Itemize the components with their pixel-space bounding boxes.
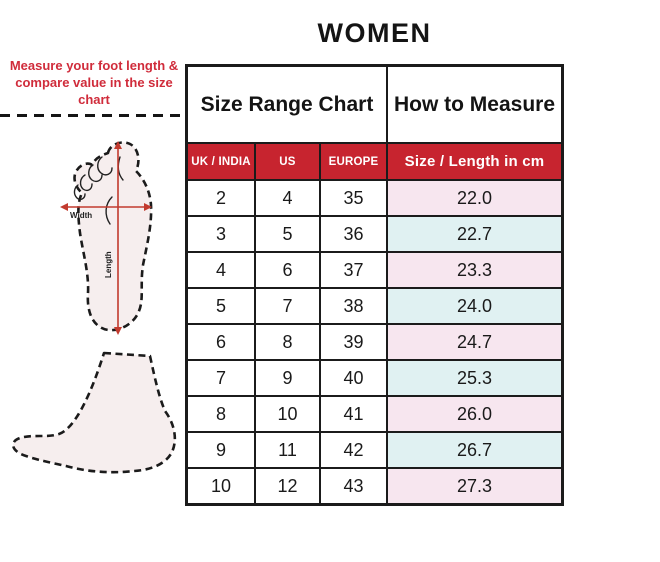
table-cell: 40 [319,361,386,395]
foot-side-illustration [11,351,177,474]
table-row: 2 4 35 22.0 [188,179,561,215]
table-cell: 10 [188,469,254,503]
table-cell: 26.7 [386,433,561,467]
table-cell: 10 [254,397,319,431]
width-label: Width [70,211,92,220]
length-arrowhead-bottom [114,327,122,335]
table-row: 8 10 41 26.0 [188,395,561,431]
width-arrowhead-right [144,203,152,211]
table-cell: 9 [188,433,254,467]
table-cell: 8 [254,325,319,359]
table-cell: 11 [254,433,319,467]
measure-instruction-text: Measure your foot length & compare value… [9,58,179,107]
table-cell: 22.7 [386,217,561,251]
column-header-europe: EUROPE [319,144,386,179]
toe-curl [97,156,113,176]
column-header-uk-india: UK / INDIA [191,155,251,168]
table-cell: 24.0 [386,289,561,323]
column-header-us: US [254,144,319,179]
size-chart-table: Size Range Chart How to Measure UK / IND… [185,64,564,506]
table-cell: 6 [254,253,319,287]
table-row: 10 12 43 27.3 [188,467,561,503]
table-cell: 36 [319,217,386,251]
toe-curl [73,184,86,201]
table-cell: 4 [188,253,254,287]
table-row: 6 8 39 24.7 [188,323,561,359]
table-cell: 27.3 [386,469,561,503]
table-cell: 5 [254,217,319,251]
table-row: 7 9 40 25.3 [188,359,561,395]
table-body: 2 4 35 22.0 3 5 36 22.7 4 6 37 23.3 5 7 38 24.0 6 8 39 24.7… [188,179,561,503]
table-cell: 4 [254,181,319,215]
table-cell: 12 [254,469,319,503]
table-cell: 2 [188,181,254,215]
toe-curl [88,164,103,183]
table-cell: 9 [254,361,319,395]
length-arrowhead-top [114,141,122,149]
table-cell: 22.0 [386,181,561,215]
foot-side-outline [11,351,177,474]
table-cell: 3 [188,217,254,251]
size-range-chart-header: Size Range Chart [188,67,386,142]
table-cell: 6 [188,325,254,359]
table-group-header-row: Size Range Chart How to Measure [188,67,561,142]
table-cell: 39 [319,325,386,359]
table-cell: 37 [319,253,386,287]
column-header-size-length: Size / Length in cm [386,144,561,179]
table-row: 9 11 42 26.7 [188,431,561,467]
table-row: 5 7 38 24.0 [188,287,561,323]
table-cell: 26.0 [386,397,561,431]
table-cell: 7 [254,289,319,323]
table-cell: 8 [188,397,254,431]
page-title: WOMEN [317,18,432,48]
table-cell: 38 [319,289,386,323]
table-cell: 5 [188,289,254,323]
width-arrowhead-left [60,203,68,211]
foot-sole-outline [73,141,153,332]
table-cell: 23.3 [386,253,561,287]
toe-curl [79,174,93,192]
table-cell: 42 [319,433,386,467]
table-cell: 43 [319,469,386,503]
pointer-dashed-line [0,114,187,117]
table-cell: 24.7 [386,325,561,359]
length-label: Length [104,251,113,278]
table-row: 3 5 36 22.7 [188,215,561,251]
arch-mark [105,196,113,225]
table-row: 4 6 37 23.3 [188,251,561,287]
table-cell: 41 [319,397,386,431]
how-to-measure-header: How to Measure [386,67,561,142]
foot-sole-illustration: Width Length [60,141,153,335]
table-column-header-row: UK / INDIA US EUROPE Size / Length in cm [188,142,561,179]
table-cell: 35 [319,181,386,215]
table-cell: 25.3 [386,361,561,395]
table-cell: 7 [188,361,254,395]
